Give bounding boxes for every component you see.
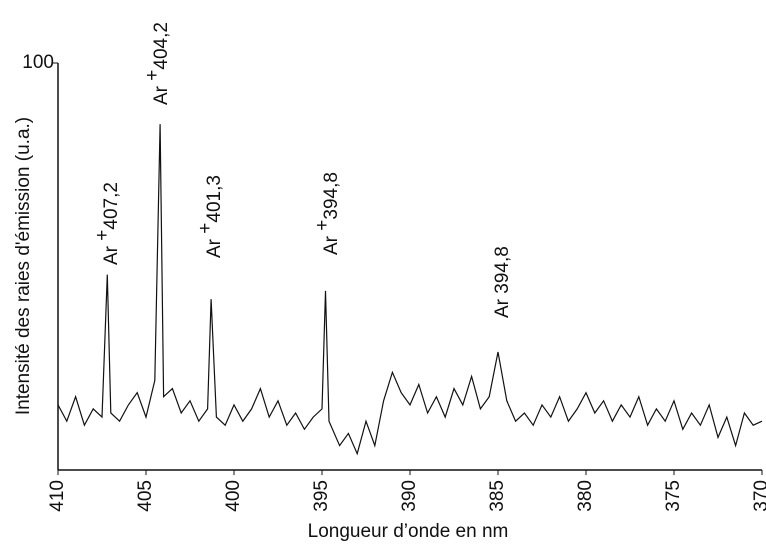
annotation-charge: + [312,220,333,231]
peak-annotation: Ar +404,2 [142,22,172,105]
peak-annotation: Ar 394,8 [492,246,513,318]
x-tick-label: 385 [487,480,508,512]
x-tick-label: 395 [311,480,332,512]
annotation-line: 407,2 [101,182,122,230]
y-axis-label: Intensité des raies d'émission (u.a.) [13,117,34,415]
x-tick-label: 390 [399,480,420,512]
annotation-ion: Ar [101,245,122,265]
x-tick-label: 380 [575,480,596,512]
peak-annotation: Ar +407,2 [92,182,122,265]
annotation-line: 394,8 [492,246,513,294]
annotation-ion: Ar [204,238,225,258]
x-tick-label: 410 [47,480,68,512]
annotation-line: 404,2 [151,22,172,70]
peak-annotation: Ar +394,8 [312,172,342,255]
annotation-charge: + [142,70,163,81]
peak-annotation: Ar +401,3 [195,175,225,258]
spectrum-line [57,124,763,456]
x-axis-label: Longueur d’onde en nm [308,521,509,542]
annotation-charge: + [92,230,113,241]
annotation-ion: Ar [321,235,342,255]
annotation-line: 401,3 [204,175,225,223]
x-tick-label: 405 [135,480,156,512]
annotation-line: 394,8 [321,172,342,220]
x-tick-label: 375 [663,480,684,512]
x-tick-label: 400 [223,480,244,512]
annotation-ion: Ar [151,85,172,105]
annotation-charge: + [195,223,216,234]
x-tick-label: 370 [751,480,766,512]
annotation-ion: Ar [492,298,513,318]
y-tick-label: 100 [22,52,54,73]
